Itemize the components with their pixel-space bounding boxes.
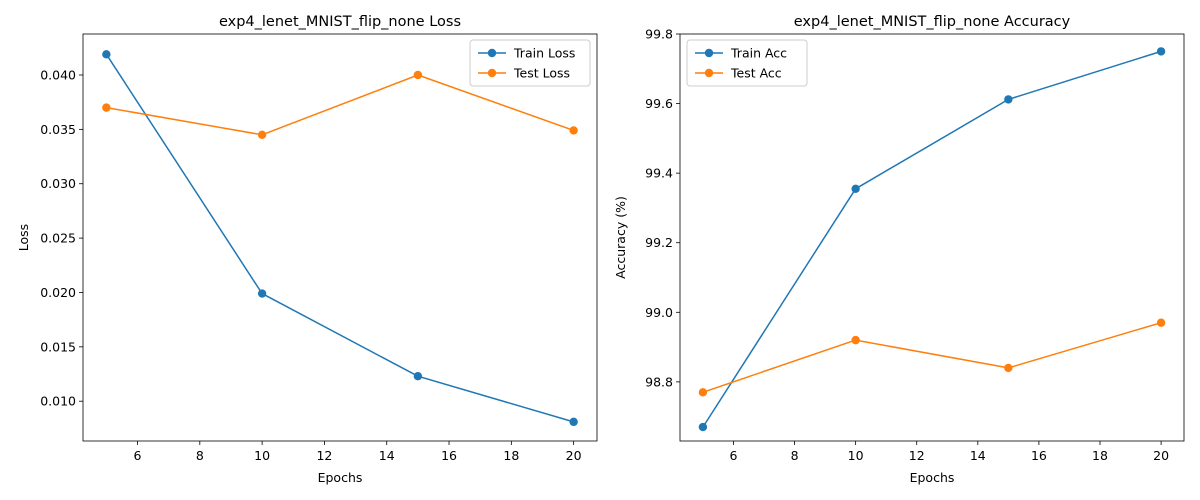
data-point bbox=[1156, 47, 1166, 56]
data-point bbox=[698, 388, 708, 397]
x-axis-label: Epochs bbox=[910, 470, 955, 485]
x-tick-label: 6 bbox=[729, 448, 737, 463]
legend-label: Test Acc bbox=[730, 66, 782, 81]
data-point bbox=[851, 184, 860, 193]
data-point bbox=[569, 417, 578, 427]
x-tick-label: 14 bbox=[970, 448, 986, 463]
y-tick-label: 0.010 bbox=[40, 394, 76, 409]
data-point bbox=[102, 50, 111, 59]
data-point bbox=[698, 422, 708, 432]
y-tick-label: 0.015 bbox=[40, 339, 76, 354]
accuracy-chart: exp4_lenet_MNIST_flip_none Accuracy Epoc… bbox=[613, 14, 1185, 485]
x-tick-label: 10 bbox=[254, 448, 270, 463]
data-point bbox=[851, 335, 860, 345]
x-tick-label: 20 bbox=[566, 448, 582, 463]
series-line bbox=[702, 321, 1162, 394]
plot-frame bbox=[679, 33, 1185, 442]
data-point bbox=[1156, 318, 1166, 327]
legend-box bbox=[469, 39, 591, 87]
data-point bbox=[257, 289, 267, 298]
y-axis-label: Accuracy (%) bbox=[613, 196, 628, 279]
x-tick-label: 20 bbox=[1153, 448, 1169, 463]
x-tick-label: 12 bbox=[909, 448, 925, 463]
series-line bbox=[106, 74, 574, 136]
y-tick-label: 0.020 bbox=[40, 285, 76, 300]
y-tick-label: 0.030 bbox=[40, 176, 76, 191]
y-tick-label: 99.4 bbox=[645, 166, 673, 181]
legend: Train Acc Test Acc bbox=[686, 39, 808, 87]
legend-label: Train Loss bbox=[513, 46, 575, 61]
legend-marker bbox=[487, 48, 497, 58]
x-tick-label: 18 bbox=[503, 448, 519, 463]
legend: Train Loss Test Loss bbox=[469, 39, 591, 87]
y-tick-label: 99.0 bbox=[645, 305, 673, 320]
loss-chart: exp4_lenet_MNIST_flip_none Loss Epochs L… bbox=[16, 14, 598, 485]
x-tick-label: 8 bbox=[791, 448, 799, 463]
chart-title: exp4_lenet_MNIST_flip_none Loss bbox=[219, 14, 461, 30]
legend-label: Test Loss bbox=[513, 66, 570, 81]
series-line bbox=[105, 53, 574, 423]
series-line bbox=[702, 50, 1162, 428]
y-tick-label: 99.8 bbox=[645, 27, 673, 42]
data-point bbox=[257, 130, 267, 139]
legend-label: Train Acc bbox=[730, 46, 787, 61]
x-tick-label: 18 bbox=[1092, 448, 1108, 463]
legend-box bbox=[686, 39, 808, 87]
x-tick-label: 16 bbox=[1031, 448, 1047, 463]
x-tick-label: 12 bbox=[316, 448, 332, 463]
y-tick-label: 0.040 bbox=[40, 67, 76, 82]
x-axis-label: Epochs bbox=[318, 470, 363, 485]
legend-marker bbox=[704, 48, 714, 58]
y-tick-label: 99.2 bbox=[645, 235, 673, 250]
plot-frame bbox=[82, 33, 598, 442]
y-tick-label: 99.6 bbox=[645, 96, 673, 111]
y-tick-label: 0.035 bbox=[40, 122, 76, 137]
x-tick-label: 6 bbox=[134, 448, 142, 463]
data-point bbox=[569, 126, 578, 135]
legend-marker bbox=[487, 68, 497, 78]
chart-title: exp4_lenet_MNIST_flip_none Accuracy bbox=[794, 14, 1071, 30]
y-tick-label: 0.025 bbox=[40, 231, 76, 246]
x-tick-label: 16 bbox=[441, 448, 457, 463]
data-point bbox=[413, 371, 423, 381]
y-tick-label: 98.8 bbox=[645, 374, 673, 389]
legend-marker bbox=[704, 68, 714, 78]
x-tick-label: 14 bbox=[379, 448, 395, 463]
data-point bbox=[102, 103, 111, 112]
data-point bbox=[1004, 363, 1013, 373]
x-tick-label: 8 bbox=[196, 448, 204, 463]
data-point bbox=[413, 70, 423, 80]
data-point bbox=[1004, 95, 1013, 104]
y-axis-label: Loss bbox=[16, 224, 31, 251]
x-tick-label: 10 bbox=[848, 448, 864, 463]
